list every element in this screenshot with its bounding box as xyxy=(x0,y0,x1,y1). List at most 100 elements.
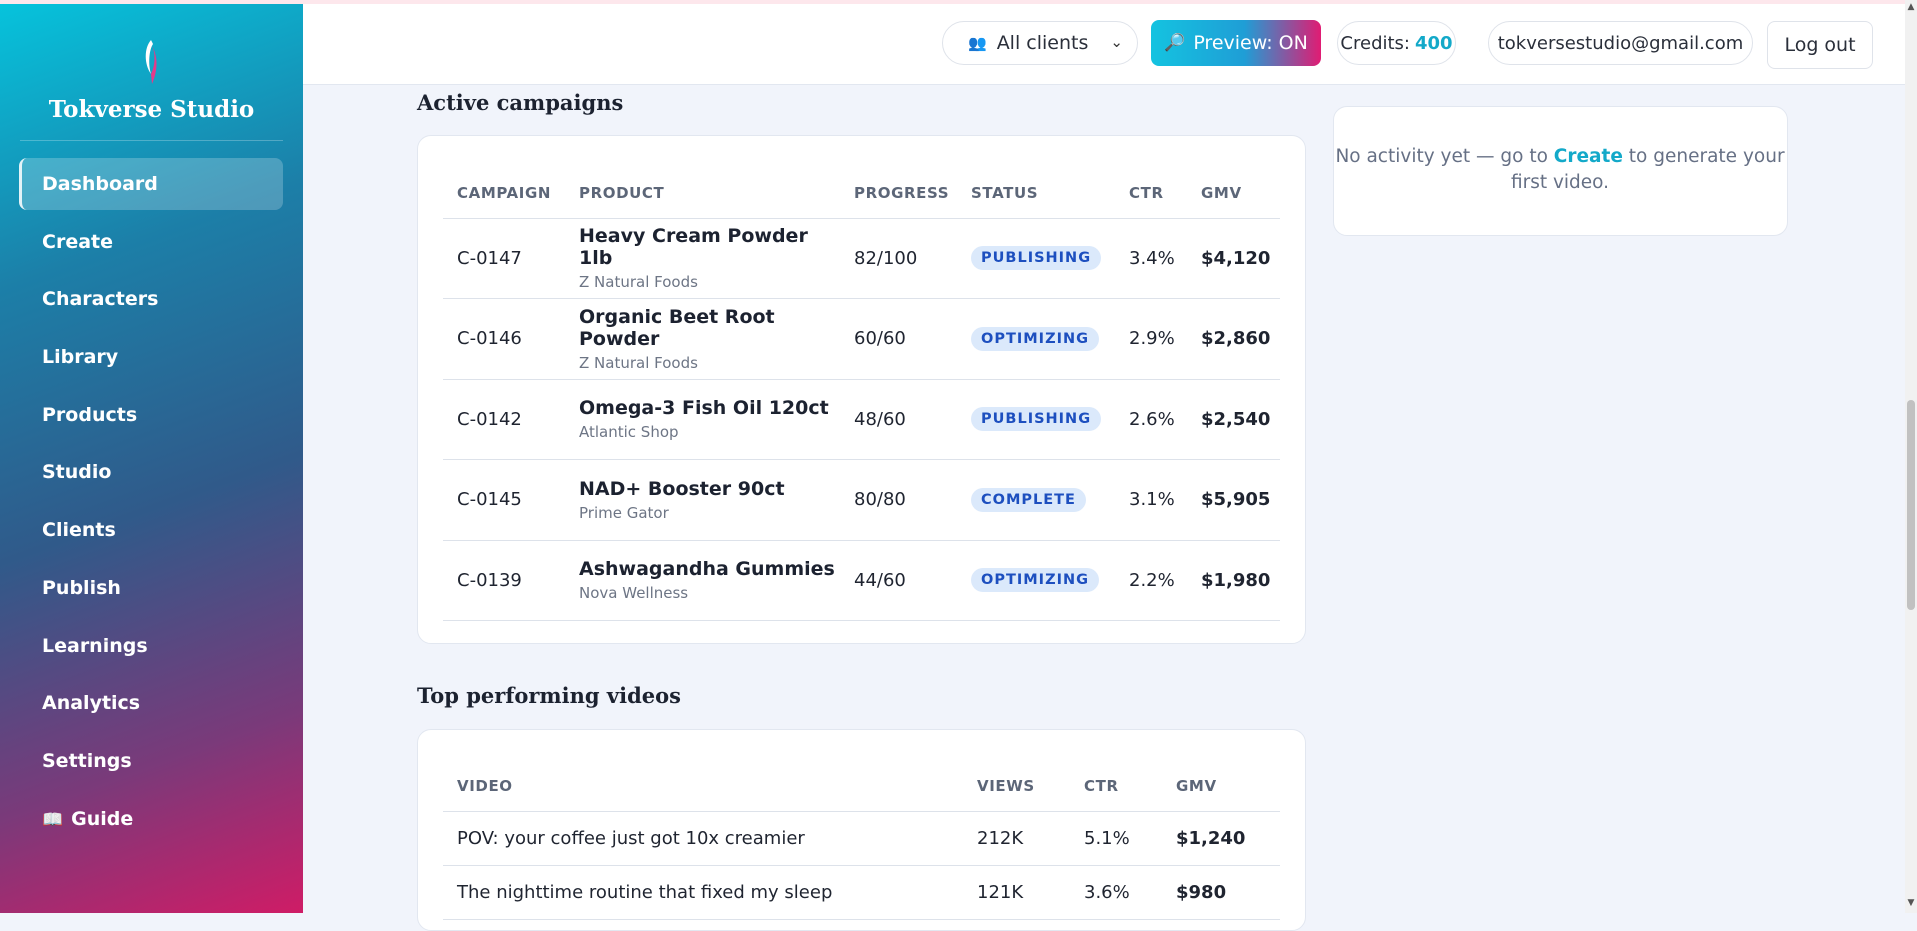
col-header: VIEWS xyxy=(963,751,1070,812)
sidebar-item-analytics[interactable]: Analytics xyxy=(19,677,283,729)
scroll-down-icon[interactable]: ▼ xyxy=(1907,898,1915,908)
col-header: CAMPAIGN xyxy=(443,158,565,219)
views: 121K xyxy=(963,865,1070,920)
sidebar-item-clients[interactable]: Clients xyxy=(19,504,283,556)
gmv: $4,120 xyxy=(1187,218,1280,299)
product-brand: Z Natural Foods xyxy=(579,353,698,372)
campaign-id: C-0146 xyxy=(443,298,565,380)
product-brand: Prime Gator xyxy=(579,503,669,522)
status-badge: PUBLISHING xyxy=(971,246,1102,271)
table-row[interactable]: C-0139 Ashwagandha Gummies Nova Wellness … xyxy=(443,540,1280,621)
col-header: STATUS xyxy=(957,158,1115,219)
product-name: NAD+ Booster 90ct xyxy=(579,477,785,500)
activity-text-after: to generate your first video. xyxy=(1510,146,1785,193)
status-cell: COMPLETE xyxy=(957,459,1115,541)
client-select-value: All clients xyxy=(996,32,1089,54)
sidebar-item-characters[interactable]: Characters xyxy=(19,273,283,325)
sidebar-item-label: Learnings xyxy=(42,634,148,657)
credits-value: 400 xyxy=(1415,32,1453,54)
ctr: 2.2% xyxy=(1115,540,1187,621)
col-header: GMV xyxy=(1162,751,1280,812)
sidebar-item-learnings[interactable]: Learnings xyxy=(19,620,283,672)
sidebar-item-settings[interactable]: Settings xyxy=(19,735,283,787)
sidebar-nav: Dashboard Create Characters Library Prod… xyxy=(19,158,283,850)
campaign-id: C-0142 xyxy=(443,379,565,460)
book-icon: 📖 xyxy=(42,809,64,830)
status-badge: OPTIMIZING xyxy=(971,568,1100,593)
progress: 80/80 xyxy=(840,459,957,541)
views: 212K xyxy=(963,811,1070,866)
sidebar-item-label: Library xyxy=(42,346,119,369)
gmv: $2,540 xyxy=(1187,379,1280,460)
status-cell: PUBLISHING xyxy=(957,218,1115,299)
progress: 60/60 xyxy=(840,298,957,380)
ctr: 3.6% xyxy=(1070,865,1162,920)
status-badge: COMPLETE xyxy=(971,487,1086,512)
sidebar: Tokverse Studio Dashboard Create Charact… xyxy=(0,4,303,913)
gmv: $1,980 xyxy=(1187,540,1280,621)
campaign-id: C-0139 xyxy=(443,540,565,621)
status-cell: OPTIMIZING xyxy=(957,540,1115,621)
progress: 44/60 xyxy=(840,540,957,621)
table-row[interactable]: The nighttime routine that fixed my slee… xyxy=(443,865,1280,920)
ctr: 5.1% xyxy=(1070,811,1162,866)
col-header: VIDEO xyxy=(443,751,963,812)
videos-title: Top performing videos xyxy=(417,683,681,708)
chevron-down-icon: ⌄ xyxy=(1110,33,1123,51)
magnifier-icon: 🔎 xyxy=(1164,33,1186,53)
activity-card xyxy=(1333,106,1788,236)
activity-text-before: No activity yet — go to xyxy=(1335,146,1554,167)
gmv: $980 xyxy=(1162,865,1280,920)
create-link[interactable]: Create xyxy=(1553,146,1623,167)
col-header: GMV xyxy=(1187,158,1280,219)
campaign-id: C-0145 xyxy=(443,459,565,541)
table-row[interactable]: POV: your coffee just got 10x creamier 2… xyxy=(443,811,1280,866)
gmv: $1,240 xyxy=(1162,811,1280,866)
credits-badge: Credits: 400 xyxy=(1337,21,1456,65)
ctr: 3.4% xyxy=(1115,218,1187,299)
status-badge: OPTIMIZING xyxy=(971,326,1100,351)
top-bar: 👥 All clients ⌄ 🔎 Preview: ON Credits: 4… xyxy=(303,4,1905,85)
status-cell: OPTIMIZING xyxy=(957,298,1115,380)
product-cell: Heavy Cream Powder 1lb Z Natural Foods xyxy=(565,218,840,299)
table-row[interactable]: C-0147 Heavy Cream Powder 1lb Z Natural F… xyxy=(443,218,1280,299)
product-cell: NAD+ Booster 90ct Prime Gator xyxy=(565,459,840,541)
sidebar-item-label: Settings xyxy=(42,749,132,772)
sidebar-item-products[interactable]: Products xyxy=(19,389,283,441)
table-row[interactable]: C-0145 NAD+ Booster 90ct Prime Gator 80/8… xyxy=(443,459,1280,541)
sidebar-item-label: Clients xyxy=(42,519,116,542)
sidebar-item-publish[interactable]: Publish xyxy=(19,562,283,614)
sidebar-item-guide[interactable]: 📖 Guide xyxy=(19,793,283,845)
scroll-up-icon[interactable]: ▲ xyxy=(1907,2,1915,12)
sidebar-item-studio[interactable]: Studio xyxy=(19,446,283,498)
campaigns-title: Active campaigns xyxy=(417,90,624,115)
sidebar-item-label: Publish xyxy=(42,576,121,599)
col-header: CTR xyxy=(1070,751,1162,812)
sidebar-item-label: Studio xyxy=(42,461,112,484)
logout-button[interactable]: Log out xyxy=(1767,21,1873,69)
preview-toggle-button[interactable]: 🔎 Preview: ON xyxy=(1151,20,1321,66)
scroll-thumb[interactable] xyxy=(1907,400,1915,610)
col-header: CTR xyxy=(1115,158,1187,219)
sidebar-item-library[interactable]: Library xyxy=(19,331,283,383)
col-header: PRODUCT xyxy=(565,158,840,219)
product-name: Heavy Cream Powder 1lb xyxy=(579,225,808,270)
logo-icon xyxy=(145,40,157,84)
client-select[interactable]: 👥 All clients ⌄ xyxy=(942,21,1138,65)
account-email[interactable]: tokversestudio@gmail.com xyxy=(1488,21,1753,65)
credits-label: Credits: xyxy=(1340,32,1410,54)
table-row[interactable]: C-0142 Omega-3 Fish Oil 120ct Atlantic Sh… xyxy=(443,379,1280,460)
page-scrollbar[interactable]: ▲ ▼ xyxy=(1905,0,1917,913)
campaign-id: C-0147 xyxy=(443,218,565,299)
table-row[interactable]: C-0146 Organic Beet Root Powder Z Natural… xyxy=(443,298,1280,380)
sidebar-item-create[interactable]: Create xyxy=(19,216,283,268)
product-brand: Atlantic Shop xyxy=(579,423,679,442)
sidebar-item-dashboard[interactable]: Dashboard xyxy=(19,158,283,210)
preview-label: Preview: ON xyxy=(1193,32,1308,54)
campaigns-table: CAMPAIGN PRODUCT PROGRESS STATUS CTR GMV… xyxy=(443,158,1280,621)
sidebar-item-label: Guide xyxy=(71,807,134,830)
col-header: PROGRESS xyxy=(840,158,957,219)
divider xyxy=(20,140,283,141)
status-badge: PUBLISHING xyxy=(971,407,1102,432)
gmv: $2,860 xyxy=(1187,298,1280,380)
